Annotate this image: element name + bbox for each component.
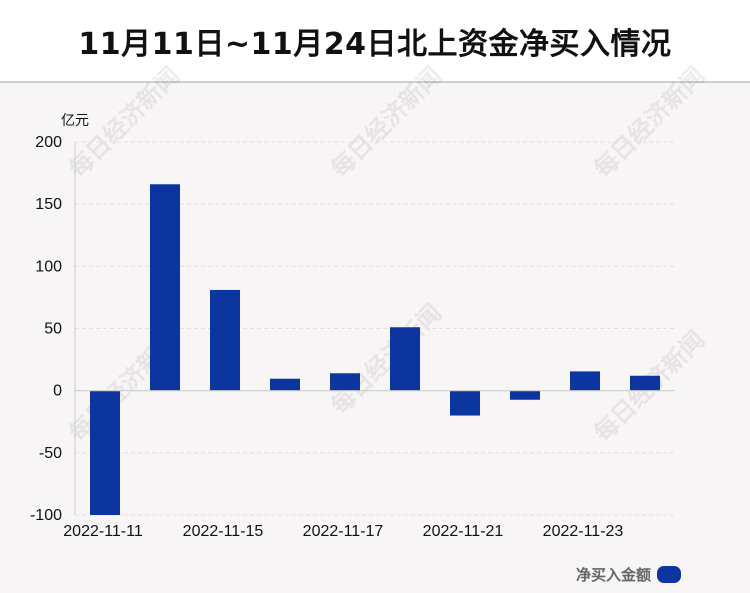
x-tick-label: 2022-11-15 [183, 523, 264, 540]
bar [510, 390, 540, 400]
y-tick-label: -50 [39, 445, 62, 462]
bar [150, 184, 180, 391]
chart-title: 11月11日~11月24日北上资金净买入情况 [78, 26, 672, 62]
watermark: 每日经济新闻 [326, 62, 448, 184]
y-tick-label: 200 [35, 134, 62, 151]
x-tick-label: 2022-11-21 [423, 523, 504, 540]
bar [90, 390, 120, 515]
watermark: 每日经济新闻 [589, 62, 711, 184]
x-tick-label: 2022-11-23 [543, 523, 624, 540]
watermark: 每日经济新闻 [326, 299, 448, 421]
bar [210, 289, 240, 391]
y-axis-unit-label: 亿元 [61, 113, 89, 129]
y-tick-label: 150 [35, 196, 62, 213]
bar [450, 390, 480, 416]
title-bar: 11月11日~11月24日北上资金净买入情况 [0, 0, 750, 83]
bar [330, 373, 360, 391]
legend-swatch [657, 566, 682, 583]
x-tick-label: 2022-11-17 [303, 523, 384, 540]
y-tick-label: 50 [44, 321, 62, 338]
bar [270, 378, 300, 391]
y-tick-label: -100 [30, 507, 62, 524]
legend-label: 净买入金额 [576, 566, 652, 584]
bar [630, 375, 660, 391]
y-tick-label: 0 [53, 383, 62, 400]
bar [390, 327, 420, 391]
y-tick-label: 100 [35, 258, 62, 275]
x-tick-label: 2022-11-11 [63, 523, 143, 540]
legend: 净买入金额 [576, 564, 682, 585]
bar [570, 371, 600, 391]
